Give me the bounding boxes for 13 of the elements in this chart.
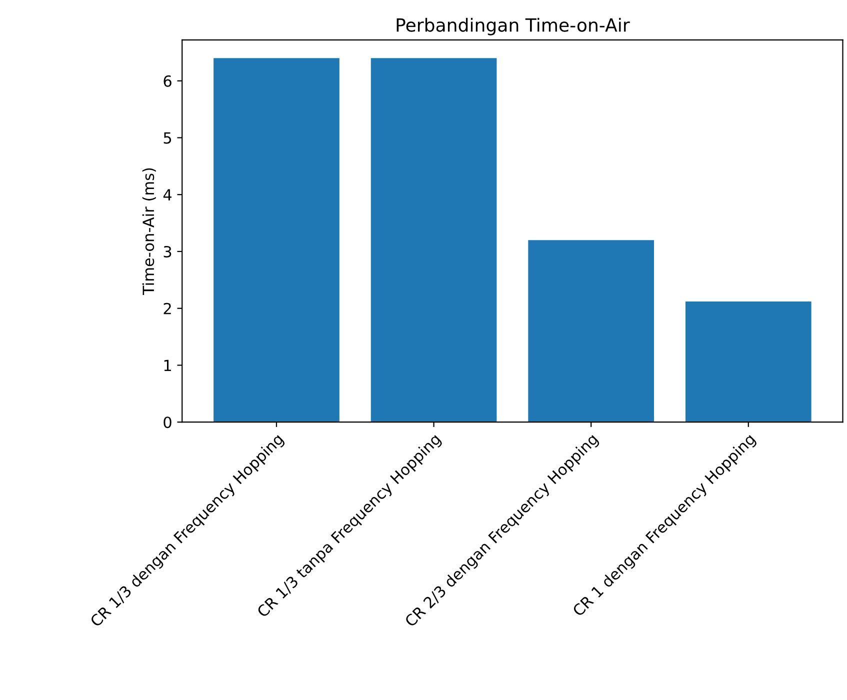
chart-title: Perbandingan Time-on-Air [396, 18, 630, 36]
bar [370, 58, 497, 422]
bar [214, 58, 340, 422]
y-axis-title: Time-on-Air (ms) [142, 168, 156, 296]
y-tick-label: 1 [164, 360, 171, 372]
y-tick-label: 6 [164, 75, 172, 87]
y-tick-label: 4 [163, 189, 172, 200]
y-tick-label: 2 [164, 302, 171, 314]
y-tick-label: 3 [164, 246, 172, 258]
y-tick-label: 0 [164, 416, 172, 428]
bar [685, 302, 812, 422]
y-tick-label: 5 [164, 132, 172, 144]
bar [528, 240, 654, 422]
